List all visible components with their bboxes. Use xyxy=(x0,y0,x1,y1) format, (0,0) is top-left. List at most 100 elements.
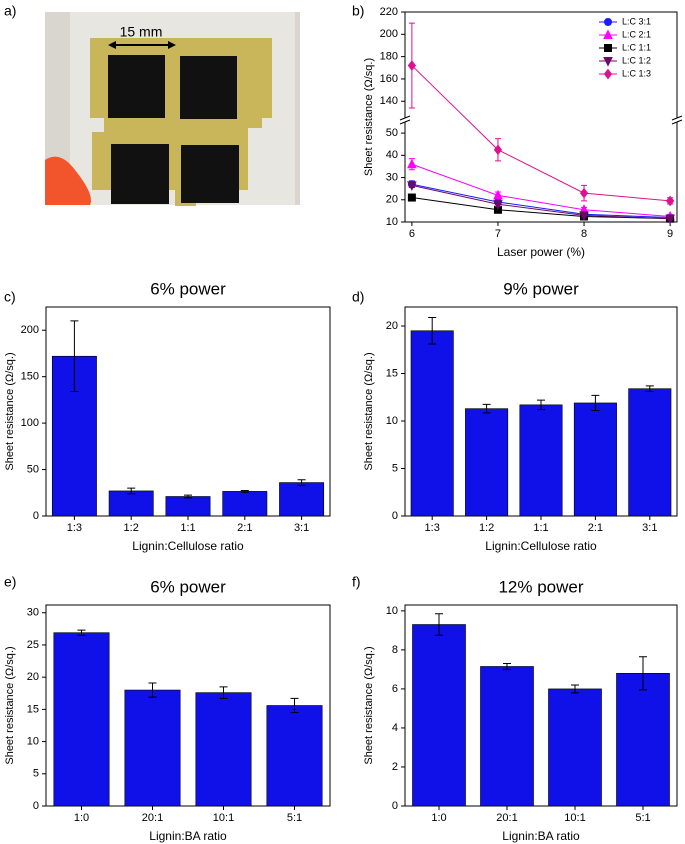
series-line xyxy=(411,183,671,219)
y-tick-label: 0 xyxy=(392,800,398,812)
y-tick-label: 200 xyxy=(21,324,39,336)
x-axis-label: Lignin:Cellulose ratio xyxy=(132,539,244,553)
axis-break-mark xyxy=(399,115,411,125)
y-tick-label: 180 xyxy=(380,51,398,63)
bar xyxy=(124,689,181,807)
x-tick-label: 1:0 xyxy=(431,812,446,824)
error-bar xyxy=(297,479,306,486)
legend-label: L:C 1:3 xyxy=(622,68,651,78)
photo-square xyxy=(181,145,239,203)
y-tick-label: 10 xyxy=(386,605,398,617)
y-tick-label: 4 xyxy=(392,722,398,734)
y-tick-label: 5 xyxy=(392,462,398,474)
panel-label: b) xyxy=(352,3,364,19)
photo-glove xyxy=(45,156,91,205)
error-bar xyxy=(127,487,136,495)
bar xyxy=(573,402,617,517)
y-tick-label: 150 xyxy=(21,371,39,383)
bar xyxy=(465,408,509,517)
chart-panel: b) Laser power (%) Sheet resistance (Ω/sq.… xyxy=(352,3,683,259)
x-tick-label: 7 xyxy=(495,228,501,240)
legend-label: L:C 1:2 xyxy=(622,55,651,65)
legend-label: L:C 2:1 xyxy=(622,29,651,39)
legend-label: L:C 1:1 xyxy=(622,42,651,52)
marker xyxy=(493,144,503,156)
x-tick-label: 8 xyxy=(581,228,587,240)
y-tick-label: 0 xyxy=(33,510,39,522)
y-tick-label: 0 xyxy=(33,800,39,812)
y-tick-label: 50 xyxy=(27,463,39,475)
chart-panel: e) 6% power Lignin:BA ratio Sheet resistanc… xyxy=(4,574,331,843)
x-tick-label: 10:1 xyxy=(213,812,234,824)
photo-panel: a) 15 mm xyxy=(4,3,300,206)
x-tick-label: 5:1 xyxy=(635,812,650,824)
marker xyxy=(407,60,417,71)
bar xyxy=(165,496,211,517)
y-tick-label: 20 xyxy=(386,320,398,332)
y-tick-label: 100 xyxy=(21,417,39,429)
bar xyxy=(519,404,563,517)
series-line xyxy=(411,184,671,220)
legend-marker xyxy=(603,57,613,67)
y-axis-label: Sheet resistance (Ω/sq.) xyxy=(363,352,375,470)
x-tick-label: 6 xyxy=(409,228,415,240)
series-line xyxy=(411,197,671,220)
marker xyxy=(579,211,589,221)
legend-label: L:C 3:1 xyxy=(622,16,651,26)
error-bar xyxy=(219,686,228,699)
y-tick-label: 6 xyxy=(392,683,398,695)
plot-frame xyxy=(404,604,678,807)
x-tick-label: 1:3 xyxy=(425,522,440,534)
x-tick-label: 1:0 xyxy=(74,812,89,824)
y-tick-label: 50 xyxy=(386,127,398,139)
axis-break-gap xyxy=(399,118,411,122)
error-bar xyxy=(645,385,654,393)
error-bar xyxy=(571,684,579,694)
y-tick-label: 30 xyxy=(27,607,39,619)
x-tick-label: 5:1 xyxy=(287,812,302,824)
y-tick-label: 30 xyxy=(386,171,398,183)
error-bar xyxy=(435,613,443,636)
bar xyxy=(279,482,325,517)
bar xyxy=(266,705,323,807)
y-tick-label: 10 xyxy=(386,415,398,427)
error-bar xyxy=(77,629,86,636)
marker xyxy=(665,214,675,225)
marker xyxy=(493,200,503,210)
bar xyxy=(628,388,672,517)
x-tick-label: 20:1 xyxy=(496,812,517,824)
panel-label: a) xyxy=(4,3,16,19)
marker xyxy=(407,181,417,191)
marker xyxy=(579,187,589,199)
y-tick-label: 2 xyxy=(392,761,398,773)
error-bar xyxy=(184,494,192,499)
error-bar xyxy=(503,663,511,670)
x-tick-label: 3:1 xyxy=(294,522,309,534)
marker xyxy=(407,193,416,202)
marker xyxy=(493,189,503,200)
plot-frame xyxy=(404,11,678,223)
x-tick-label: 1:2 xyxy=(124,522,139,534)
x-tick-label: 1:1 xyxy=(180,522,195,534)
scale-label: 15 mm xyxy=(120,24,163,40)
bar xyxy=(616,673,670,807)
legend-marker xyxy=(604,18,612,26)
x-tick-label: 2:1 xyxy=(588,522,603,534)
x-tick-label: 9 xyxy=(667,228,673,240)
x-axis-label: Laser power (%) xyxy=(497,245,585,259)
chart-title: 6% power xyxy=(150,577,226,596)
x-tick-label: 1:2 xyxy=(479,522,494,534)
axis-break-mark xyxy=(671,115,683,125)
x-tick-label: 20:1 xyxy=(142,812,163,824)
x-axis-label: Lignin:BA ratio xyxy=(502,829,580,843)
panel-label: d) xyxy=(352,289,364,305)
error-bar xyxy=(482,403,491,414)
y-tick-label: 220 xyxy=(380,6,398,18)
y-tick-label: 20 xyxy=(27,671,39,683)
y-tick-label: 10 xyxy=(386,216,398,228)
bar xyxy=(108,490,154,517)
y-tick-label: 140 xyxy=(380,95,398,107)
y-tick-label: 200 xyxy=(380,28,398,40)
bar xyxy=(195,692,252,807)
